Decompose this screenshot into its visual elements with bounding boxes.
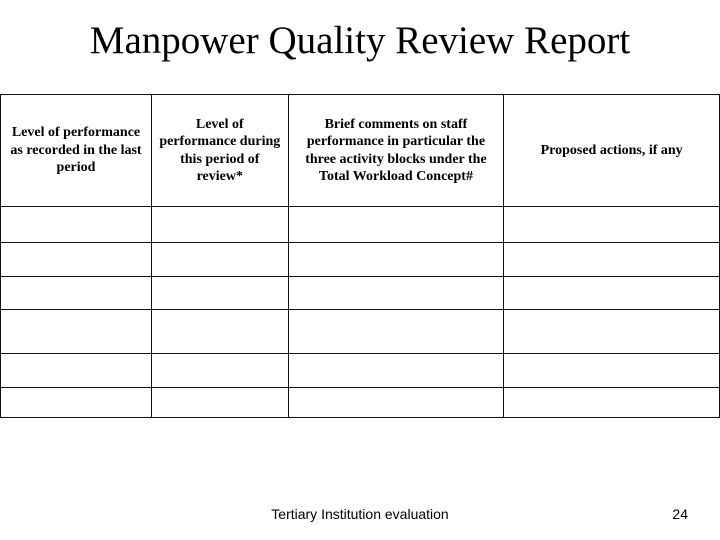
table-header-row: Level of performance as recorded in the …	[1, 95, 720, 207]
table-cell	[1, 354, 152, 388]
table-cell	[1, 388, 152, 418]
table-row	[1, 243, 720, 277]
table-row	[1, 354, 720, 388]
table-row	[1, 388, 720, 418]
review-table: Level of performance as recorded in the …	[0, 94, 720, 418]
table-cell	[288, 354, 504, 388]
slide: Manpower Quality Review Report Level of …	[0, 0, 720, 540]
col-header-3: Proposed actions, if any	[504, 95, 720, 207]
table-cell	[1, 310, 152, 354]
table-cell	[504, 207, 720, 243]
table-row	[1, 277, 720, 310]
table-row	[1, 207, 720, 243]
table-cell	[504, 354, 720, 388]
footer-center-text: Tertiary Institution evaluation	[0, 506, 720, 522]
col-header-1: Level of performance during this period …	[151, 95, 288, 207]
table-cell	[151, 243, 288, 277]
col-header-2: Brief comments on staff performance in p…	[288, 95, 504, 207]
table-cell	[504, 388, 720, 418]
table-cell	[151, 207, 288, 243]
table-cell	[1, 277, 152, 310]
footer-page-number: 24	[672, 506, 688, 522]
table-cell	[151, 277, 288, 310]
table-cell	[1, 207, 152, 243]
table-cell	[151, 388, 288, 418]
table-cell	[504, 243, 720, 277]
table-cell	[151, 310, 288, 354]
table-cell	[288, 277, 504, 310]
table-cell	[288, 310, 504, 354]
page-title: Manpower Quality Review Report	[0, 18, 720, 63]
table-cell	[151, 354, 288, 388]
review-table-wrap: Level of performance as recorded in the …	[0, 94, 720, 418]
table-cell	[288, 207, 504, 243]
table-row	[1, 310, 720, 354]
table-cell	[288, 243, 504, 277]
table-cell	[1, 243, 152, 277]
table-cell	[504, 310, 720, 354]
table-cell	[288, 388, 504, 418]
col-header-0: Level of performance as recorded in the …	[1, 95, 152, 207]
table-cell	[504, 277, 720, 310]
